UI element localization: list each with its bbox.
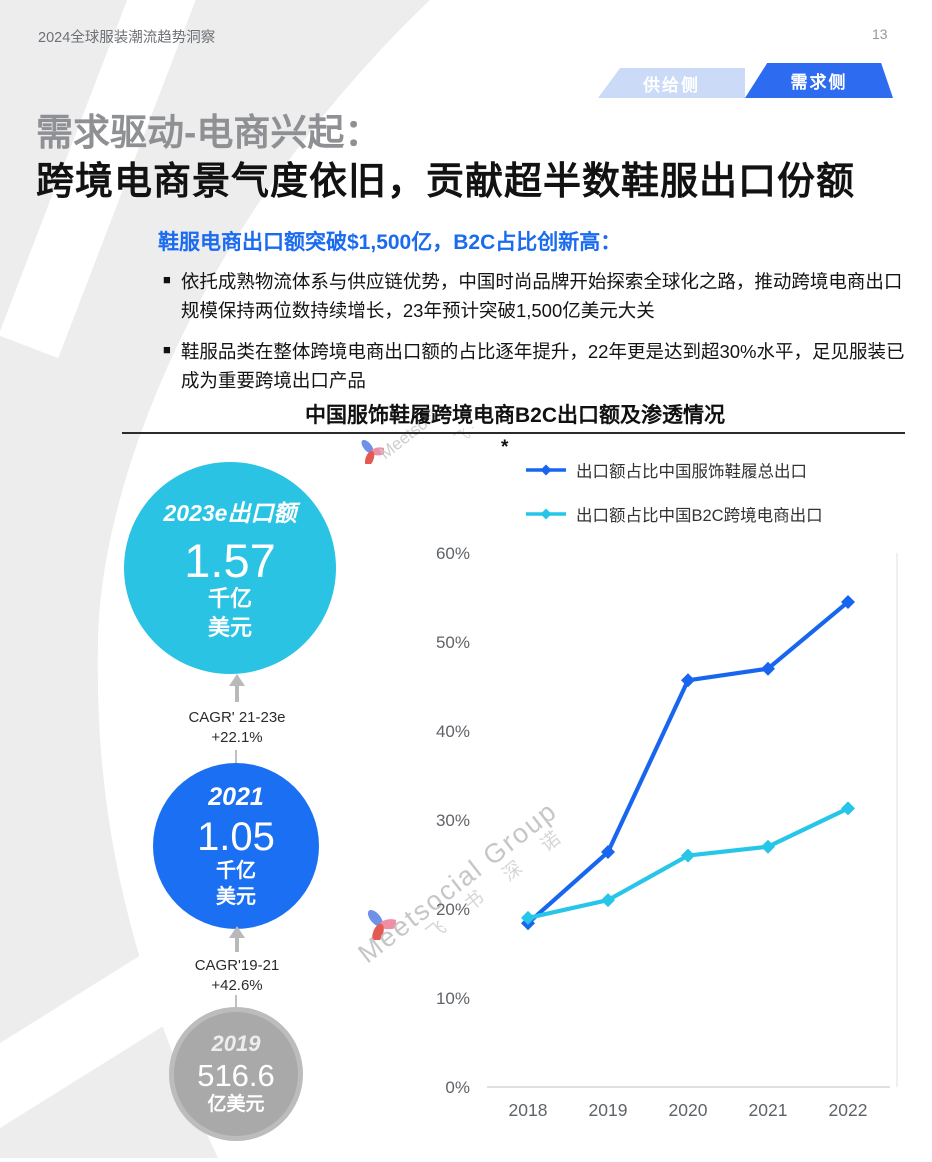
cagr-range: CAGR' 21-23e bbox=[188, 709, 286, 726]
x-tick-label: 2020 bbox=[669, 1100, 708, 1120]
stat-circle-unit: 千亿 bbox=[207, 586, 252, 612]
series-1-point-2020 bbox=[681, 848, 695, 863]
x-tick-label: 2022 bbox=[829, 1100, 868, 1120]
legend-marker-diamond bbox=[540, 464, 552, 476]
stat-circle-value: 1.05 bbox=[197, 814, 275, 859]
legend-label: 出口额占比中国服饰鞋履总出口 bbox=[576, 463, 807, 481]
stat-circle-2021: 2021 1.05 千亿 美元 bbox=[153, 763, 319, 929]
bullet-text: 依托成熟物流体系与供应链优势，中国时尚品牌开始探索全球化之路，推动跨境电商出口规… bbox=[180, 271, 903, 321]
bullet-item: ■ 依托成熟物流体系与供应链优势，中国时尚品牌开始探索全球化之路，推动跨境电商出… bbox=[163, 268, 908, 325]
tab-demand-side[interactable]: 需求侧 bbox=[745, 63, 893, 98]
series-0-point-2019 bbox=[601, 845, 615, 860]
tab-demand-label: 需求侧 bbox=[790, 73, 848, 92]
legend-marker-diamond bbox=[540, 508, 552, 520]
x-tick-label: 2019 bbox=[589, 1100, 628, 1120]
tab-supply-side[interactable]: 供给侧 bbox=[598, 68, 745, 98]
report-header-title: 2024全球服装潮流趋势洞察 bbox=[38, 30, 216, 46]
y-tick-label: 60% bbox=[436, 544, 470, 563]
stat-circle-2023e: 2023e出口额 1.57 千亿 美元 bbox=[124, 462, 336, 674]
up-arrow-icon bbox=[229, 926, 245, 952]
connector-line bbox=[235, 995, 237, 1007]
page-number: 13 bbox=[872, 26, 888, 42]
chart-title: 中国服饰鞋履跨境电商B2C出口额及渗透情况 bbox=[304, 404, 725, 427]
connector-line bbox=[235, 750, 237, 763]
section-subtitle: 鞋服电商出口额突破$1,500亿，B2C占比创新高： bbox=[158, 231, 622, 254]
stat-circle-value: 516.6 bbox=[197, 1057, 275, 1093]
series-0-point-2020 bbox=[681, 673, 695, 688]
watermark-logo-icon bbox=[367, 910, 396, 940]
bullet-text: 鞋服品类在整体跨境电商出口额的占比逐年提升，22年更是达到超30%水平，足见服装… bbox=[180, 341, 905, 392]
page-title-line1: 需求驱动-电商兴起： bbox=[36, 112, 382, 153]
y-tick-label: 30% bbox=[436, 811, 470, 830]
legend-line-diamond-icon bbox=[526, 508, 566, 520]
stat-circle-2019: 2019 516.6 亿美元 bbox=[169, 1007, 303, 1141]
series-1-point-2018 bbox=[521, 910, 535, 925]
bullet-item: ■ 鞋服品类在整体跨境电商出口额的占比逐年提升，22年更是达到超30%水平，足见… bbox=[163, 338, 908, 395]
stat-circle-period: 2021 bbox=[208, 782, 264, 811]
legend-line-diamond-icon bbox=[526, 464, 566, 476]
cagr-range: CAGR'19-21 bbox=[194, 957, 280, 974]
stat-circle-unit: 千亿 bbox=[216, 859, 256, 882]
tab-supply-label: 供给侧 bbox=[643, 75, 700, 95]
stat-circle-unit: 美元 bbox=[207, 614, 252, 640]
bullet-square-icon: ■ bbox=[163, 342, 171, 358]
watermark-brand-cn: 飞 书 深 诺 bbox=[422, 820, 575, 946]
bullet-square-icon: ■ bbox=[163, 272, 171, 287]
x-tick-label: 2018 bbox=[509, 1100, 548, 1120]
series-0-point-2018 bbox=[521, 916, 535, 931]
legend-item: 出口额占比中国服饰鞋履总出口 bbox=[524, 458, 823, 482]
series-1-point-2019 bbox=[601, 893, 615, 908]
bullet-list: ■ 依托成熟物流体系与供应链优势，中国时尚品牌开始探索全球化之路，推动跨境电商出… bbox=[163, 268, 908, 409]
y-tick-label: 20% bbox=[436, 900, 470, 919]
series-0-point-2021 bbox=[761, 661, 775, 676]
cagr-value: +42.6% bbox=[211, 976, 263, 994]
chart-legend: 出口额占比中国服饰鞋履总出口 出口额占比中国B2C跨境电商出口 bbox=[524, 458, 823, 546]
x-tick-label: 2021 bbox=[749, 1100, 788, 1120]
footnote-asterisk: * bbox=[501, 437, 509, 458]
stat-circle-unit: 亿美元 bbox=[207, 1093, 265, 1115]
series-0-point-2022 bbox=[841, 594, 855, 609]
y-tick-label: 50% bbox=[436, 633, 470, 652]
cagr-note: CAGR' 21-23e +22.1% bbox=[157, 708, 317, 747]
y-tick-label: 0% bbox=[445, 1078, 470, 1097]
series-1-point-2022 bbox=[841, 801, 855, 816]
legend-item: 出口额占比中国B2C跨境电商出口 bbox=[524, 502, 823, 526]
y-tick-label: 10% bbox=[436, 989, 470, 1008]
watermark-logo-icon bbox=[361, 440, 384, 464]
series-1-point-2021 bbox=[761, 839, 775, 854]
watermark-brand-text: Meetsocial Group bbox=[352, 795, 563, 969]
cagr-note: CAGR'19-21 +42.6% bbox=[157, 956, 317, 995]
up-arrow-icon bbox=[229, 674, 245, 702]
chart-title-underline bbox=[122, 432, 905, 434]
y-tick-label: 40% bbox=[436, 722, 470, 741]
cagr-value: +22.1% bbox=[211, 728, 263, 746]
stat-circle-value: 1.57 bbox=[184, 533, 276, 587]
stat-circle-period: 2023e出口额 bbox=[163, 499, 297, 526]
legend-label: 出口额占比中国B2C跨境电商出口 bbox=[576, 507, 823, 525]
stat-circle-unit: 美元 bbox=[216, 885, 256, 908]
stat-circle-period: 2019 bbox=[211, 1030, 261, 1056]
series-line-1 bbox=[525, 806, 851, 921]
series-line-0 bbox=[525, 599, 851, 926]
page-title-line2: 跨境电商景气度依旧，贡献超半数鞋服出口份额 bbox=[36, 161, 856, 203]
